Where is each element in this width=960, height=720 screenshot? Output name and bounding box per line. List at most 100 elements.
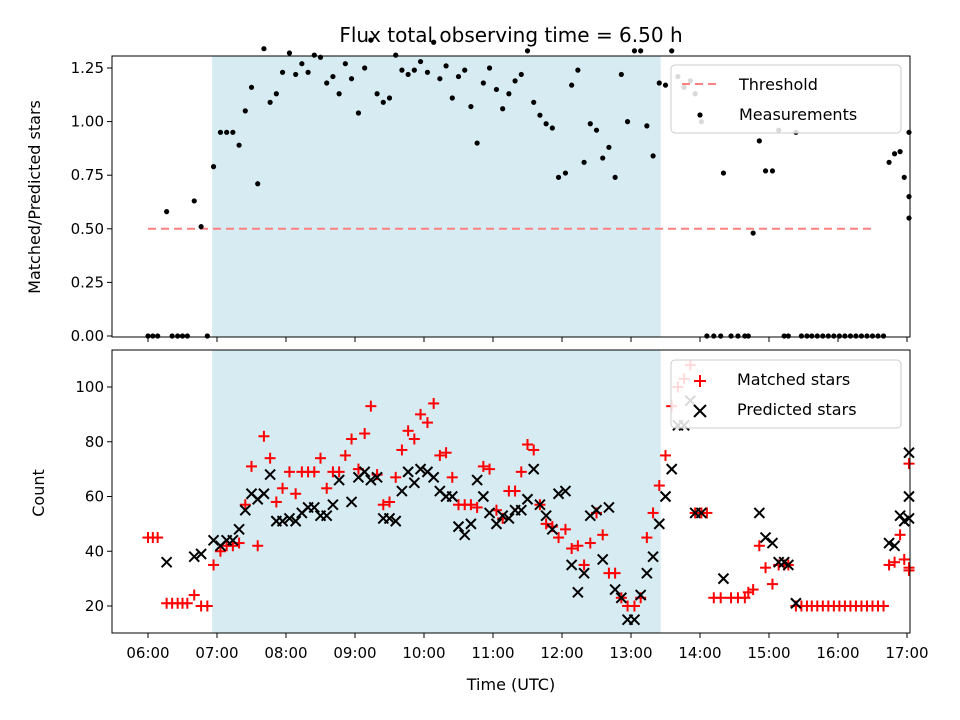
predicted-star-point bbox=[465, 518, 477, 530]
matched-star-point bbox=[421, 417, 433, 429]
predicted-star-point bbox=[903, 512, 915, 525]
measurement-point bbox=[543, 121, 549, 127]
measurement-point bbox=[524, 48, 531, 54]
measurement-point bbox=[399, 67, 405, 73]
matched-star-point bbox=[471, 501, 483, 513]
matched-star-point bbox=[898, 553, 910, 565]
predicted-star-point bbox=[365, 474, 377, 486]
matched-star-point bbox=[239, 499, 251, 511]
predicted-star-point bbox=[540, 509, 552, 522]
measurement-point bbox=[299, 61, 305, 67]
matched-star-point bbox=[402, 425, 414, 437]
measurement-point bbox=[809, 333, 815, 339]
measurement-point bbox=[638, 48, 644, 54]
legend-matched-swatch bbox=[694, 375, 706, 387]
x-tick-label: 15:00 bbox=[747, 644, 790, 662]
predicted-star-point bbox=[597, 553, 609, 566]
predicted-star-point bbox=[371, 471, 383, 484]
legend-measurement-label: Measurements bbox=[739, 105, 857, 124]
measurement-point bbox=[386, 95, 393, 101]
measurement-point bbox=[449, 95, 455, 101]
predicted-star-point bbox=[233, 523, 245, 536]
matched-star-point bbox=[572, 540, 584, 552]
measurement-point bbox=[897, 149, 903, 155]
chart-title: Flux total observing time = 6.50 h bbox=[339, 23, 682, 47]
measurement-point bbox=[769, 168, 776, 174]
predicted-star-point bbox=[578, 567, 590, 579]
measurement-point bbox=[612, 174, 618, 180]
measurement-point bbox=[437, 76, 443, 82]
bottom-legend: Matched stars Predicted stars bbox=[670, 359, 902, 429]
measurement-point bbox=[493, 86, 500, 93]
measurement-point bbox=[362, 65, 368, 71]
matched-star-point bbox=[566, 543, 578, 555]
measurement-point bbox=[847, 333, 854, 339]
matched-star-point bbox=[660, 449, 671, 461]
predicted-star-point bbox=[883, 537, 895, 549]
x-tick-label: 16:00 bbox=[816, 644, 859, 662]
measurement-point bbox=[217, 129, 224, 135]
predicted-star-point bbox=[903, 446, 915, 459]
measurement-point bbox=[204, 333, 210, 339]
legend-threshold-label: Threshold bbox=[738, 75, 818, 94]
measurement-point bbox=[745, 333, 751, 339]
measurement-point bbox=[531, 99, 537, 105]
predicted-star-point bbox=[572, 586, 584, 599]
measurement-point bbox=[261, 46, 267, 52]
top-legend-box bbox=[670, 64, 902, 134]
predicted-star-point bbox=[188, 551, 200, 563]
measurement-point bbox=[831, 333, 837, 339]
matched-star-point bbox=[415, 408, 427, 420]
predicted-star-point bbox=[717, 572, 730, 585]
legend-matched-label: Matched stars bbox=[737, 370, 850, 389]
matched-star-point bbox=[246, 460, 257, 472]
matched-star-point bbox=[653, 480, 665, 492]
measurement-point bbox=[804, 333, 810, 339]
top-y-axis: 0.00 0.25 0.50 0.75 1.00 1.25 bbox=[71, 59, 908, 345]
matched-star-point bbox=[766, 578, 778, 590]
bottom-y-axis-label: Count bbox=[29, 469, 48, 517]
y-tick-label: 80 bbox=[85, 433, 104, 451]
predicted-star-point bbox=[390, 515, 402, 527]
measurement-point bbox=[311, 52, 317, 58]
predicted-star-point bbox=[753, 507, 766, 519]
measurement-point bbox=[305, 69, 311, 75]
matched-star-point bbox=[628, 600, 640, 612]
matched-star-point bbox=[641, 532, 653, 544]
measurement-point bbox=[711, 333, 717, 339]
measurement-point bbox=[393, 52, 399, 58]
top-plot-frame bbox=[111, 55, 911, 338]
matched-star-point bbox=[715, 592, 727, 604]
matched-star-point bbox=[903, 562, 915, 574]
legend-predicted-label: Predicted stars bbox=[737, 400, 857, 419]
measurement-point bbox=[891, 151, 898, 157]
matched-star-point bbox=[559, 523, 571, 535]
predicted-star-point bbox=[333, 474, 345, 486]
matched-star-point bbox=[181, 597, 193, 609]
y-tick-label: 0.00 bbox=[71, 327, 104, 345]
measurement-point bbox=[230, 129, 236, 135]
measurement-point bbox=[718, 333, 724, 339]
measurement-point bbox=[474, 140, 480, 146]
measurement-point bbox=[581, 159, 587, 165]
matched-star-point bbox=[308, 466, 320, 478]
measurement-point bbox=[785, 333, 791, 339]
predicted-star-point bbox=[459, 529, 471, 541]
legend-predicted-swatch bbox=[693, 404, 707, 418]
measurement-point bbox=[417, 58, 424, 65]
measurement-point bbox=[537, 112, 543, 118]
measurement-point bbox=[901, 174, 907, 180]
top-y-axis-label: Matched/Predicted stars bbox=[25, 100, 44, 294]
matched-star-point bbox=[214, 545, 226, 557]
measurement-point bbox=[374, 91, 380, 97]
predicted-star-point bbox=[427, 471, 440, 484]
matched-star-point bbox=[434, 449, 446, 461]
measurement-point bbox=[555, 174, 562, 180]
predicted-star-point bbox=[408, 477, 421, 489]
measurement-point bbox=[164, 209, 170, 215]
matched-star-point bbox=[747, 584, 759, 596]
y-tick-label: 0.25 bbox=[71, 273, 104, 291]
measurement-point bbox=[286, 50, 293, 56]
predicted-star-point bbox=[402, 466, 414, 478]
matched-star-point bbox=[515, 466, 527, 478]
